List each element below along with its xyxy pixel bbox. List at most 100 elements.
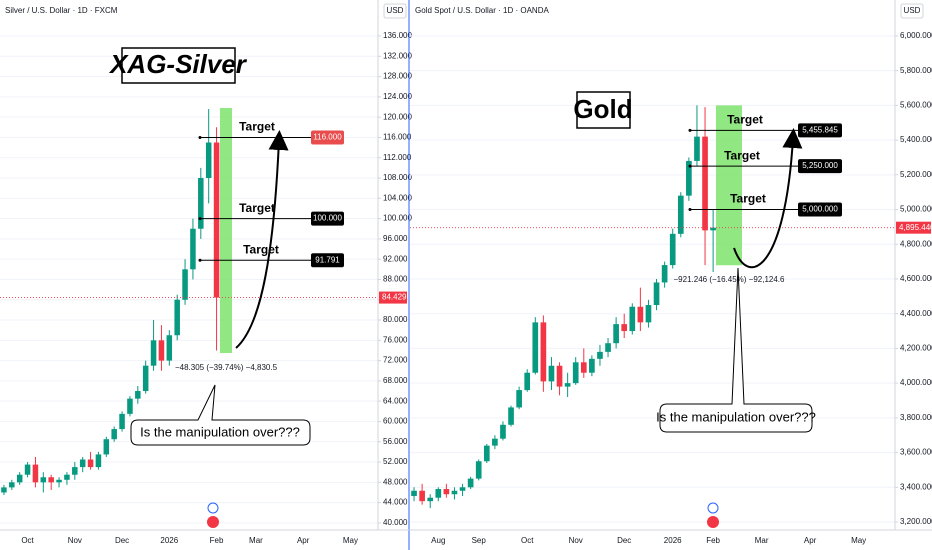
candle-body [205,142,212,179]
y-tick-label: 5,600.000 [900,100,932,109]
y-tick-label: 112.000 [383,153,412,162]
y-tick-label: 6,000.000 [900,31,932,40]
y-tick-label: 88.000 [383,275,408,284]
candle-body [198,178,204,229]
candle-body [532,322,539,373]
candle-body [158,340,165,361]
candle-body [142,365,149,392]
x-tick-label: Dec [115,536,129,545]
candle-body [79,459,86,468]
candle-body [564,383,571,387]
flag-icon[interactable] [207,516,219,528]
chart-title: Gold Spot / U.S. Dollar · 1D · OANDA [415,6,549,15]
x-tick-label: Nov [569,536,583,545]
y-tick-label: 132.000 [383,51,412,60]
candle-body [556,365,563,387]
y-tick-label: 68.000 [383,376,408,385]
y-tick-label: 128.000 [383,72,412,81]
target-value-label: 5,000.000 [802,205,838,214]
candle-body [190,228,196,270]
currency-box [383,3,407,19]
candle-body [669,233,676,266]
y-tick-label: 44.000 [383,498,408,507]
x-tick-label: 2026 [160,536,178,545]
target-box [798,123,842,138]
x-tick-label: Nov [68,536,82,545]
x-tick-label: Mar [755,536,769,545]
y-tick-label: 4,400.000 [900,309,932,318]
candle-body [492,438,498,446]
candle-body [9,482,15,488]
candle-body [483,445,490,462]
candle-body [411,490,417,496]
measure-range [220,108,232,353]
y-tick-label: 3,600.000 [900,448,932,457]
x-tick-label: Mar [249,536,263,545]
candle-body [87,459,94,468]
candle-body [637,306,644,323]
candle-body [516,390,522,408]
flag-icon[interactable] [707,516,719,528]
callout-text: Is the manipulation over??? [656,409,816,424]
callout-box [659,267,813,433]
x-tick-label: Apr [804,536,817,545]
target-text: Target [730,192,766,206]
candle-body [16,474,23,483]
y-tick-label: 72.000 [383,356,408,365]
target-text: Target [724,148,760,162]
candle-body [24,464,31,475]
candle-body [597,351,603,359]
candle-body [613,324,619,344]
measure-label: −48.305 (−39.74%) −4,830.5 [175,363,278,372]
y-tick-label: 80.000 [383,315,408,324]
event-icon[interactable] [707,502,719,514]
x-tick-label: 2026 [664,536,682,545]
candle-body [166,335,173,361]
candle-body [72,467,78,475]
currency-label: USD [904,6,921,15]
measure-label: −921.246 (−16.45%) −92,124.6 [674,275,786,284]
candle-body [677,195,684,234]
x-tick-label: Oct [521,536,534,545]
y-tick-label: 3,400.000 [900,482,932,491]
candle-body [710,227,716,231]
y-tick-label: 3,800.000 [900,413,932,422]
target-text: Target [239,120,275,134]
candle-body [119,413,125,430]
y-tick-label: 124.000 [383,92,412,101]
candle-body [508,407,514,425]
candle-body [580,362,587,373]
candle-body [500,424,506,439]
target-text: Target [239,201,275,215]
y-tick-label: 100.000 [383,214,412,223]
candle-body [540,322,547,382]
candle-body [427,497,434,502]
candle-body [40,477,47,483]
target-value-label: 5,250.000 [802,161,838,170]
chart-layer: 40.000 44.000 48.000 52.000 56.000 60.000 64.0… [0,3,932,545]
candle-body [621,324,628,332]
annotation-title: Gold [573,94,632,124]
y-tick-label: 3,200.000 [900,517,932,526]
last-price-box [379,291,407,304]
target-box [311,211,344,226]
x-tick-label: Dec [617,536,631,545]
projection-arrow [733,128,803,269]
target-value-label: 5,455.845 [802,126,838,135]
candle-body [419,490,425,502]
candle-body [589,358,595,373]
y-tick-label: 48.000 [383,477,408,486]
target-text: Target [727,113,763,127]
chart-title: Silver / U.S. Dollar · 1D · FXCM [5,6,118,15]
y-tick-label: 120.000 [383,112,412,121]
x-tick-label: Feb [210,536,224,545]
candle-body [475,461,482,479]
event-icon[interactable] [207,502,219,514]
candle-body [135,391,141,399]
target-box [798,202,842,217]
y-tick-label: 5,200.000 [900,170,932,179]
target-box [798,159,842,174]
y-tick-label: 56.000 [383,437,408,446]
